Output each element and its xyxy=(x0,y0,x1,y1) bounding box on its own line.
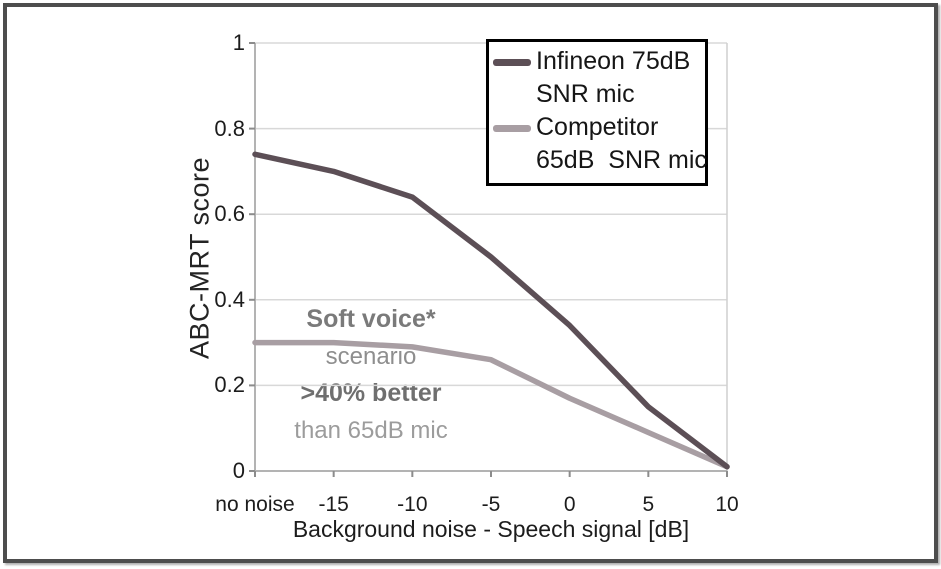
legend-item: Competitor 65dB SNR mic xyxy=(493,111,707,177)
legend-label: Competitor 65dB SNR mic xyxy=(536,111,707,177)
legend-label-line: 65dB SNR mic xyxy=(536,146,707,174)
legend-label-line: Competitor xyxy=(536,113,659,141)
legend-label-line: Infineon 75dB xyxy=(536,47,691,75)
annotation-line: scenario xyxy=(325,343,417,370)
x-tick-label: 10 xyxy=(715,493,739,516)
slide-border xyxy=(3,3,938,563)
y-tick-label: 0.6 xyxy=(214,201,245,227)
x-axis-title: Background noise - Speech signal [dB] xyxy=(292,516,690,542)
legend-item: Infineon 75dB SNR mic xyxy=(493,45,703,111)
annotation-line: Soft voice* xyxy=(306,305,436,333)
y-tick-label: 1 xyxy=(232,30,245,55)
legend-label-line: SNR mic xyxy=(536,80,635,108)
x-tick-label: 5 xyxy=(642,493,655,516)
y-tick-label: 0 xyxy=(232,458,245,483)
x-tick-label: no noise xyxy=(215,493,295,516)
y-tick-label: 0.2 xyxy=(214,372,245,398)
legend-label: Infineon 75dB SNR mic xyxy=(536,45,690,111)
y-axis-title: ABC-MRT score xyxy=(184,156,215,360)
annotation-line: >40% better xyxy=(300,379,442,407)
y-tick-label: 0.4 xyxy=(214,286,245,312)
x-tick-label: -5 xyxy=(481,493,501,516)
annotation-soft-voice: Soft voice* scenario >40% better than 65dB … xyxy=(230,301,512,449)
legend-swatch-line xyxy=(493,125,531,132)
y-tick-label: 0.8 xyxy=(214,115,245,141)
x-tick-label: -10 xyxy=(397,493,428,516)
x-tick-label: -15 xyxy=(318,493,349,516)
annotation-line: than 65dB mic xyxy=(294,417,448,444)
x-tick-label: 0 xyxy=(563,493,576,516)
legend: Infineon 75dB SNR mic Competitor 65dB SNR m… xyxy=(486,39,708,186)
legend-swatch-line xyxy=(493,59,531,66)
